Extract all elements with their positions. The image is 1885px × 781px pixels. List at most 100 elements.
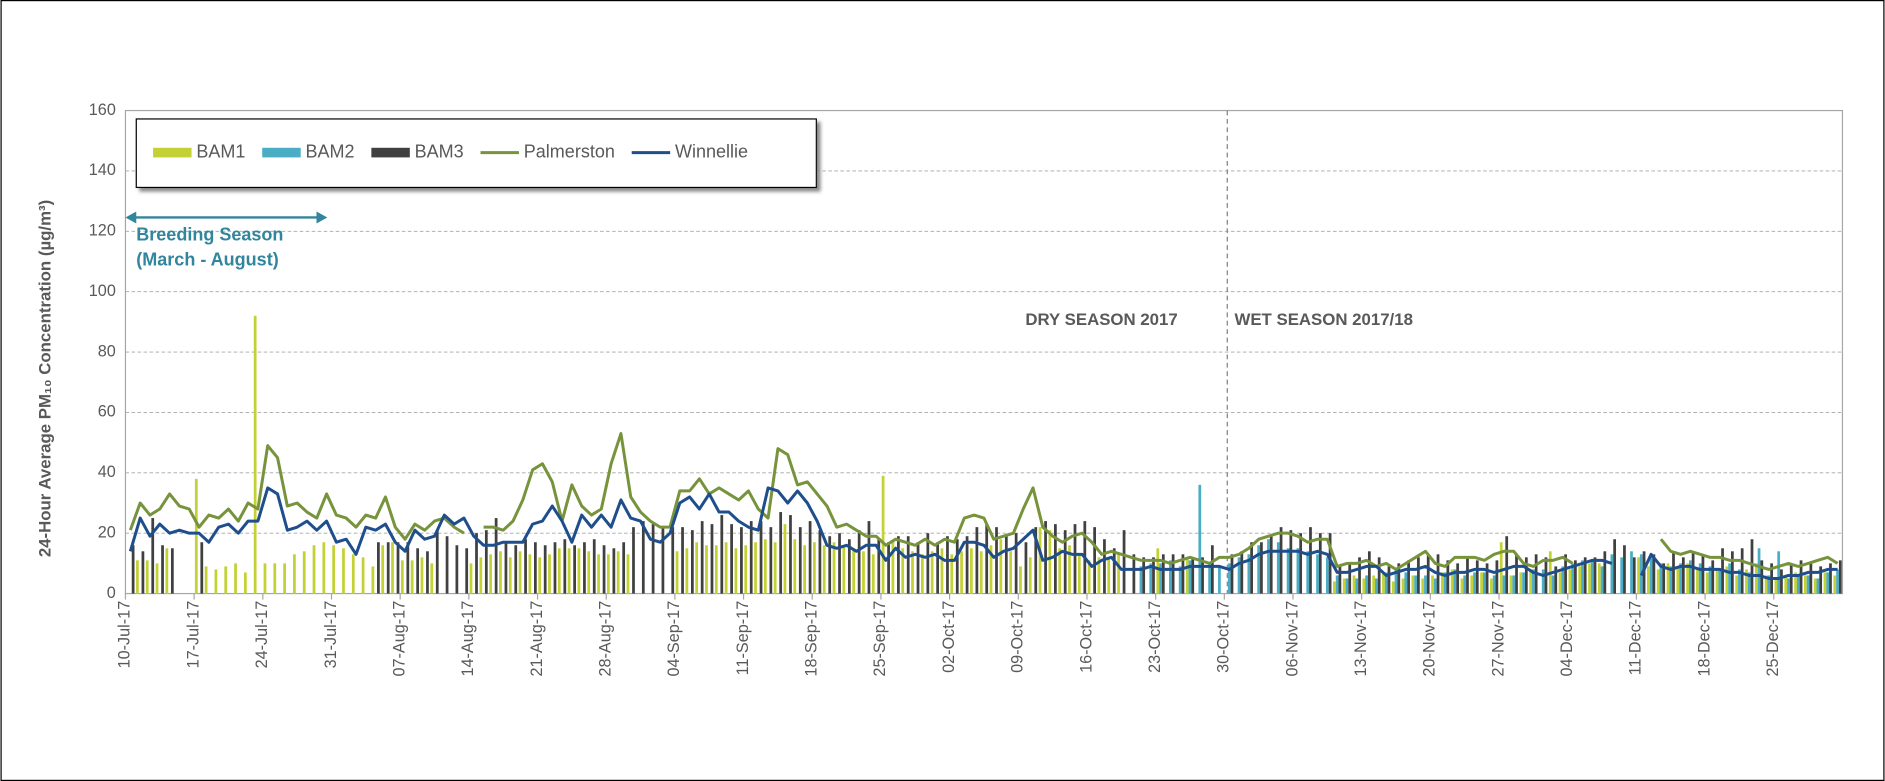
legend: BAM1 BAM2 BAM3 Palmerston Winnellie: [153, 141, 748, 161]
bar: [1666, 563, 1670, 594]
bar: [1578, 566, 1582, 594]
bar: [1159, 563, 1162, 594]
bar: [155, 563, 159, 594]
bar: [1816, 578, 1820, 594]
bar: [763, 539, 767, 594]
bar: [965, 536, 969, 594]
bar: [1669, 566, 1673, 594]
bar: [312, 545, 316, 594]
bar: [1777, 551, 1781, 594]
bar: [1387, 566, 1391, 594]
bar: [695, 542, 699, 594]
bar: [377, 542, 380, 594]
bar: [426, 551, 429, 594]
bar: [1787, 578, 1790, 594]
bar: [773, 542, 777, 594]
bar: [1485, 563, 1489, 594]
bar: [283, 563, 286, 594]
bar: [1103, 539, 1106, 594]
x-tick-label: 21-Aug-17: [528, 601, 546, 677]
bar: [1499, 542, 1503, 594]
legend-label: Winnellie: [675, 141, 748, 161]
bar: [1279, 527, 1283, 594]
bar: [469, 563, 473, 594]
bar: [1156, 548, 1160, 594]
bar: [1647, 566, 1650, 594]
x-tick-label: 07-Aug-17: [390, 601, 408, 677]
bar: [1826, 572, 1830, 594]
bar: [1718, 569, 1722, 594]
bar: [1355, 578, 1359, 594]
bar: [1632, 557, 1636, 594]
x-tick-label: 11-Dec-17: [1627, 601, 1645, 676]
bar: [1306, 551, 1310, 594]
bar: [1358, 557, 1361, 594]
bar: [1048, 530, 1052, 594]
bar: [1201, 557, 1204, 594]
bar: [1087, 560, 1091, 594]
bar: [1365, 575, 1368, 594]
bar: [1613, 539, 1617, 594]
bar: [508, 557, 512, 594]
bar: [1466, 557, 1469, 594]
bar: [1519, 572, 1523, 594]
bar: [1424, 575, 1427, 594]
bar: [1348, 563, 1352, 594]
x-tick-label: 20-Nov-17: [1421, 601, 1439, 677]
bar: [253, 315, 257, 594]
bar: [1316, 554, 1319, 594]
bar: [734, 548, 738, 594]
bar: [1691, 551, 1695, 594]
bar: [1269, 536, 1273, 594]
bar: [720, 515, 724, 594]
bar: [1093, 527, 1096, 594]
bar: [1230, 554, 1234, 594]
bar: [420, 557, 424, 594]
bar: [494, 518, 498, 594]
bar: [897, 536, 900, 594]
bar: [1296, 548, 1300, 594]
line: [128, 432, 1839, 571]
bar: [1054, 524, 1057, 594]
bar: [263, 563, 267, 594]
bar: [1178, 566, 1182, 594]
bar: [1767, 575, 1771, 594]
bar: [769, 527, 773, 594]
bar: [1823, 572, 1827, 594]
marks: [128, 315, 1842, 594]
bar: [1068, 545, 1071, 594]
bar: [1161, 554, 1165, 594]
bar: [857, 530, 861, 594]
bar: [151, 518, 155, 594]
bar: [553, 542, 557, 594]
bar: [1833, 575, 1837, 594]
bar: [430, 563, 434, 594]
bar: [141, 551, 145, 594]
bar: [1397, 563, 1401, 594]
bar: [1659, 563, 1663, 594]
bar: [1581, 560, 1584, 594]
bar: [1276, 542, 1280, 594]
bar: [273, 563, 277, 594]
bar: [946, 536, 949, 594]
bar: [1338, 566, 1342, 594]
bar: [1139, 566, 1143, 594]
bar: [1375, 578, 1378, 594]
bar: [1740, 548, 1744, 594]
bar: [1813, 578, 1817, 594]
bar: [1456, 563, 1460, 594]
bar: [204, 566, 208, 594]
bar: [940, 548, 944, 594]
bar: [1637, 557, 1640, 594]
bar: [651, 524, 655, 594]
bar: [975, 527, 979, 594]
bar: [1417, 557, 1420, 594]
legend-key: [371, 147, 410, 158]
bar: [1185, 557, 1189, 594]
bar: [200, 542, 204, 594]
x-tick-label: 04-Sep-17: [665, 601, 683, 677]
breeding-months: (March - August): [136, 249, 278, 269]
bar: [489, 554, 493, 594]
bar: [1443, 572, 1447, 594]
bar: [1796, 575, 1800, 594]
